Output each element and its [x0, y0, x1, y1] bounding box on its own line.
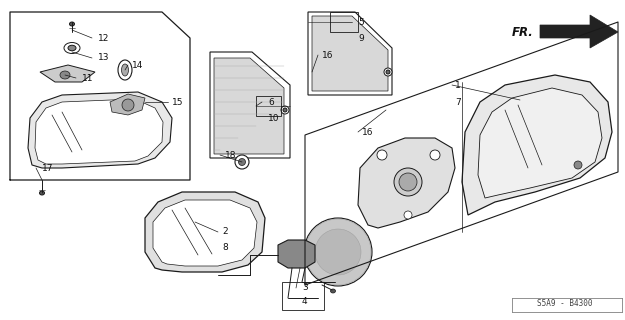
Ellipse shape — [333, 247, 343, 257]
Ellipse shape — [235, 155, 249, 169]
Text: 14: 14 — [132, 60, 143, 69]
Ellipse shape — [118, 60, 132, 80]
Ellipse shape — [69, 22, 74, 26]
Ellipse shape — [39, 191, 44, 195]
Polygon shape — [153, 200, 257, 266]
Ellipse shape — [315, 229, 361, 275]
Ellipse shape — [304, 218, 372, 286]
Polygon shape — [358, 138, 455, 228]
Bar — [330, 12, 358, 32]
Ellipse shape — [305, 219, 371, 285]
Text: 8: 8 — [222, 244, 228, 252]
Ellipse shape — [324, 238, 352, 266]
Text: 16: 16 — [362, 127, 374, 137]
Text: 3: 3 — [302, 284, 308, 292]
Ellipse shape — [386, 70, 390, 74]
Text: 6: 6 — [268, 98, 274, 107]
Text: S5A9 - B4300: S5A9 - B4300 — [538, 299, 592, 308]
Text: 10: 10 — [268, 114, 279, 123]
Text: 13: 13 — [98, 53, 109, 62]
Bar — [282, 282, 324, 310]
Polygon shape — [210, 52, 290, 158]
Text: 5: 5 — [358, 18, 364, 27]
Ellipse shape — [377, 150, 387, 160]
Ellipse shape — [331, 289, 336, 293]
Ellipse shape — [404, 211, 412, 219]
Ellipse shape — [64, 43, 80, 53]
Polygon shape — [478, 88, 602, 198]
Ellipse shape — [283, 108, 287, 112]
Polygon shape — [145, 192, 265, 272]
Polygon shape — [308, 12, 392, 95]
Ellipse shape — [239, 158, 246, 165]
Ellipse shape — [399, 173, 417, 191]
Ellipse shape — [430, 150, 440, 160]
Ellipse shape — [281, 106, 289, 114]
Text: 16: 16 — [322, 51, 334, 60]
Text: 15: 15 — [172, 98, 184, 107]
Text: 17: 17 — [42, 164, 54, 172]
Polygon shape — [40, 65, 95, 82]
Ellipse shape — [394, 168, 422, 196]
Text: 4: 4 — [302, 298, 308, 307]
Ellipse shape — [574, 161, 582, 169]
Ellipse shape — [60, 71, 70, 79]
Polygon shape — [312, 16, 388, 91]
Ellipse shape — [121, 64, 129, 76]
Text: 9: 9 — [358, 34, 364, 43]
Polygon shape — [110, 94, 145, 115]
Polygon shape — [35, 99, 163, 164]
Polygon shape — [214, 58, 284, 154]
Polygon shape — [28, 92, 172, 168]
Text: 2: 2 — [222, 228, 228, 236]
Bar — [256, 96, 281, 116]
Ellipse shape — [122, 99, 134, 111]
Ellipse shape — [384, 68, 392, 76]
Text: FR.: FR. — [512, 26, 534, 38]
Text: 1: 1 — [455, 81, 461, 90]
Ellipse shape — [68, 45, 76, 51]
Text: 12: 12 — [98, 34, 109, 43]
Polygon shape — [278, 240, 315, 268]
Polygon shape — [540, 15, 618, 48]
Text: 11: 11 — [82, 74, 94, 83]
Polygon shape — [462, 75, 612, 215]
Text: 7: 7 — [455, 98, 461, 107]
Ellipse shape — [314, 228, 362, 276]
Text: 18: 18 — [225, 150, 236, 159]
